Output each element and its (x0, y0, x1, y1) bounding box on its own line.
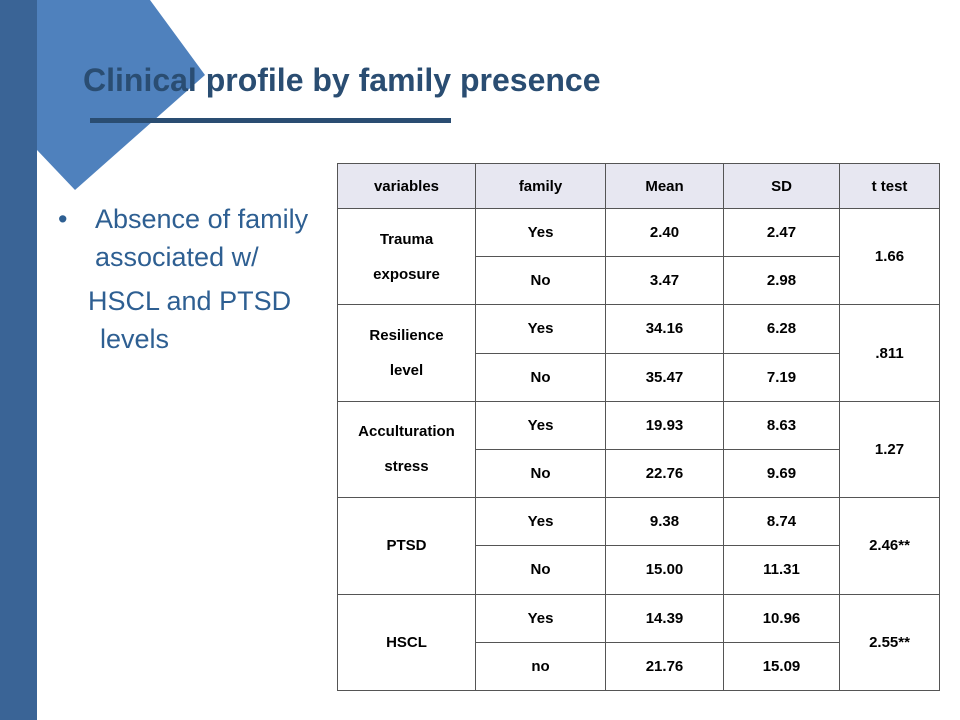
mean-cell: 3.47 (605, 256, 724, 306)
bullet-continuation-line: levels (100, 324, 170, 354)
results-table: variables family Mean SD t test Trauma ex… (337, 163, 940, 692)
family-cell: No (475, 256, 606, 306)
variable-name: exposure (373, 265, 440, 283)
table-row: No 15.00 11.31 (338, 545, 940, 595)
table-row: Trauma exposure Yes 2.40 2.47 1.66 (337, 207, 940, 306)
variable-cell: Trauma exposure (337, 207, 476, 306)
bullet-item: • Absence of family associated w/ (58, 200, 348, 276)
sd-cell: 7.19 (723, 352, 840, 402)
family-cell: No (475, 545, 606, 595)
bullet-marker: • (58, 204, 68, 234)
sd-cell: 11.31 (723, 545, 840, 595)
mean-cell: 2.40 (605, 207, 724, 258)
family-cell: no (475, 641, 606, 692)
variable-cell: HSCL (337, 593, 476, 691)
bullet-continuation: HSCL and PTSD levels (58, 282, 348, 358)
variable-name: stress (384, 458, 429, 476)
mean-cell: 35.47 (605, 352, 724, 402)
mean-cell: 15.00 (605, 545, 724, 595)
t-test-cell: .811 (839, 304, 940, 402)
mean-cell: 34.16 (605, 304, 724, 354)
left-accent-bar (0, 0, 37, 720)
mean-cell: 22.76 (605, 448, 724, 499)
sd-cell: 9.69 (723, 448, 840, 499)
family-cell: Yes (475, 400, 606, 450)
variable-cell: PTSD (337, 497, 476, 595)
mean-cell: 21.76 (605, 641, 724, 692)
mean-cell: 19.93 (605, 400, 724, 450)
family-cell: Yes (475, 304, 606, 354)
table-row: No 35.47 7.19 (338, 352, 940, 402)
family-cell: Yes (475, 593, 606, 643)
table-row: no 21.76 15.09 (338, 641, 940, 692)
column-header: t test (839, 163, 940, 209)
table-row: Acculturation stress Yes 19.93 8.63 1.27 (337, 400, 940, 499)
family-cell: Yes (475, 207, 606, 258)
variable-name: level (389, 362, 424, 380)
family-cell: No (475, 352, 606, 402)
t-test-cell: 2.46** (839, 497, 940, 595)
column-header: family (475, 163, 606, 209)
sd-cell: 2.47 (723, 207, 840, 258)
variable-name: Resilience (369, 327, 444, 345)
sd-cell: 8.74 (723, 497, 840, 547)
table-row: PTSD Yes 9.38 8.74 2.46** (337, 497, 940, 595)
variable-name: Acculturation (358, 423, 455, 441)
t-test-cell: 1.27 (839, 400, 940, 499)
table-row: HSCL Yes 14.39 10.96 2.55** (337, 593, 940, 691)
bullet-continuation-line: HSCL and PTSD (88, 286, 292, 316)
variable-cell: Resilience level (337, 304, 476, 402)
title-underline (90, 118, 451, 123)
family-cell: Yes (475, 497, 606, 547)
bullet-text: Absence of family associated w/ (95, 204, 309, 272)
column-header: variables (337, 163, 476, 209)
variable-name: Trauma (379, 230, 434, 248)
mean-cell: 14.39 (605, 593, 724, 643)
t-test-cell: 2.55** (839, 593, 940, 691)
decorative-corner-shape (37, 0, 205, 190)
mean-cell: 9.38 (605, 497, 724, 547)
sd-cell: 6.28 (723, 304, 840, 354)
column-header: SD (723, 163, 840, 209)
slide-title: Clinical profile by family presence (83, 62, 601, 98)
table-header-row: variables family Mean SD t test (337, 163, 940, 209)
t-test-cell: 1.66 (839, 207, 940, 306)
table-row: No 22.76 9.69 (338, 448, 940, 499)
variable-cell: Acculturation stress (337, 400, 476, 499)
sd-cell: 2.98 (723, 256, 840, 306)
table-row: Resilience level Yes 34.16 6.28 .811 (337, 304, 940, 402)
sd-cell: 10.96 (723, 593, 840, 643)
bullet-list: • Absence of family associated w/ HSCL a… (58, 200, 348, 358)
sd-cell: 15.09 (723, 641, 840, 692)
column-header: Mean (605, 163, 724, 209)
sd-cell: 8.63 (723, 400, 840, 450)
family-cell: No (475, 448, 606, 499)
